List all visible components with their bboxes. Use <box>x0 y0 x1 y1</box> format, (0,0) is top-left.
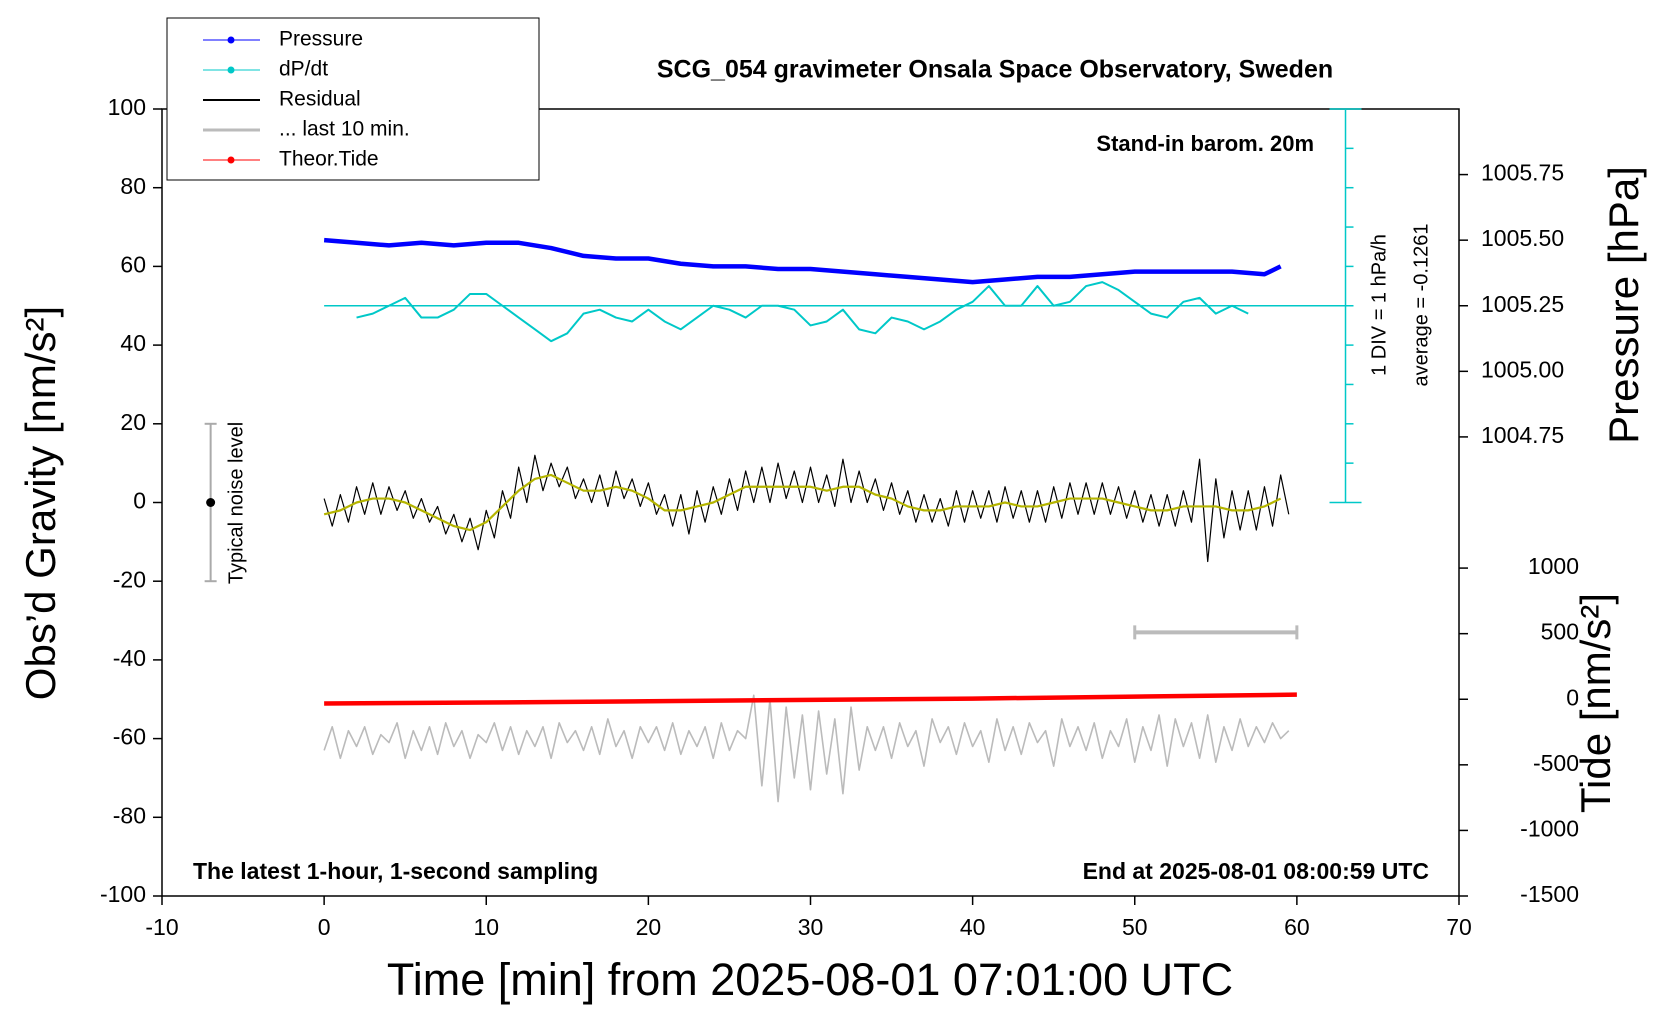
y-tick-label: 80 <box>120 173 146 199</box>
y-tick-label: -100 <box>100 881 146 907</box>
y2-tick-label: 1005.50 <box>1481 225 1564 251</box>
x-tick-label: 40 <box>960 914 986 940</box>
series-line <box>324 692 1297 706</box>
x-tick-label: 0 <box>318 914 331 940</box>
series-line <box>356 281 1249 343</box>
y-tick-label: 100 <box>108 94 146 120</box>
y2-tick-label: 1004.75 <box>1481 422 1564 448</box>
y-tick-label: -20 <box>113 566 146 592</box>
annotation: average = -0.1261 <box>1410 224 1432 387</box>
y-axis-label: Obs’d Gravity [nm/s²] <box>17 306 64 700</box>
y2-tick-label: 1005.00 <box>1481 356 1564 382</box>
annotation: 1 DIV = 1 hPa/h <box>1368 234 1390 376</box>
series-line <box>323 694 1290 803</box>
series-line <box>323 237 1282 285</box>
y-tick-label: 40 <box>120 330 146 356</box>
y3-tick-label: -500 <box>1533 750 1579 776</box>
y3-tick-label: -1000 <box>1520 815 1579 841</box>
y3-tick-label: 0 <box>1566 684 1579 710</box>
noise-center <box>206 498 216 507</box>
y3-tick-label: -1500 <box>1520 881 1579 907</box>
y2-axis-label: Pressure [hPa] <box>1600 166 1647 444</box>
x-tick-label: 70 <box>1446 914 1472 940</box>
legend-label: Theor.Tide <box>279 148 379 171</box>
y3-tick-label: 500 <box>1541 619 1579 645</box>
smoothed-line <box>323 473 1282 532</box>
annotation: End at 2025-08-01 08:00:59 UTC <box>1083 858 1429 884</box>
chart-title: SCG_054 gravimeter Onsala Space Observat… <box>657 56 1333 84</box>
annotation: The latest 1-hour, 1-second sampling <box>193 858 598 884</box>
legend-marker <box>227 66 235 74</box>
legend-label: Residual <box>279 88 361 111</box>
series-line <box>323 454 1290 563</box>
y-tick-label: 20 <box>120 409 146 435</box>
annotation: Stand-in barom. 20m <box>1096 131 1314 156</box>
x-tick-label: 30 <box>798 914 824 940</box>
y-tick-label: 0 <box>133 488 146 514</box>
legend: Pressure dP/dt Residual ... last 10 min. The… <box>166 17 540 181</box>
legend-marker <box>227 36 235 44</box>
y-tick-label: 60 <box>120 251 146 277</box>
legend-label: Pressure <box>279 28 363 51</box>
x-tick-label: -10 <box>145 914 178 940</box>
y-tick-label: -80 <box>113 802 146 828</box>
legend-label: ... last 10 min. <box>279 118 410 141</box>
x-axis-label: Time [min] from 2025-08-01 07:01:00 UTC <box>387 954 1233 1005</box>
x-tick-label: 10 <box>473 914 499 940</box>
y3-tick-label: 1000 <box>1528 553 1579 579</box>
y-tick-label: -60 <box>113 724 146 750</box>
x-tick-label: 60 <box>1284 914 1310 940</box>
y2-tick-label: 1005.25 <box>1481 291 1564 317</box>
y2-tick-label: 1005.75 <box>1481 160 1564 186</box>
x-tick-label: 50 <box>1122 914 1148 940</box>
legend-marker <box>227 156 235 164</box>
annotation: Typical noise level <box>225 422 247 584</box>
x-tick-label: 20 <box>636 914 662 940</box>
legend-label: dP/dt <box>279 58 328 81</box>
y-tick-label: -40 <box>113 645 146 671</box>
y3-axis-label: Tide [nm/s²] <box>1572 593 1619 813</box>
